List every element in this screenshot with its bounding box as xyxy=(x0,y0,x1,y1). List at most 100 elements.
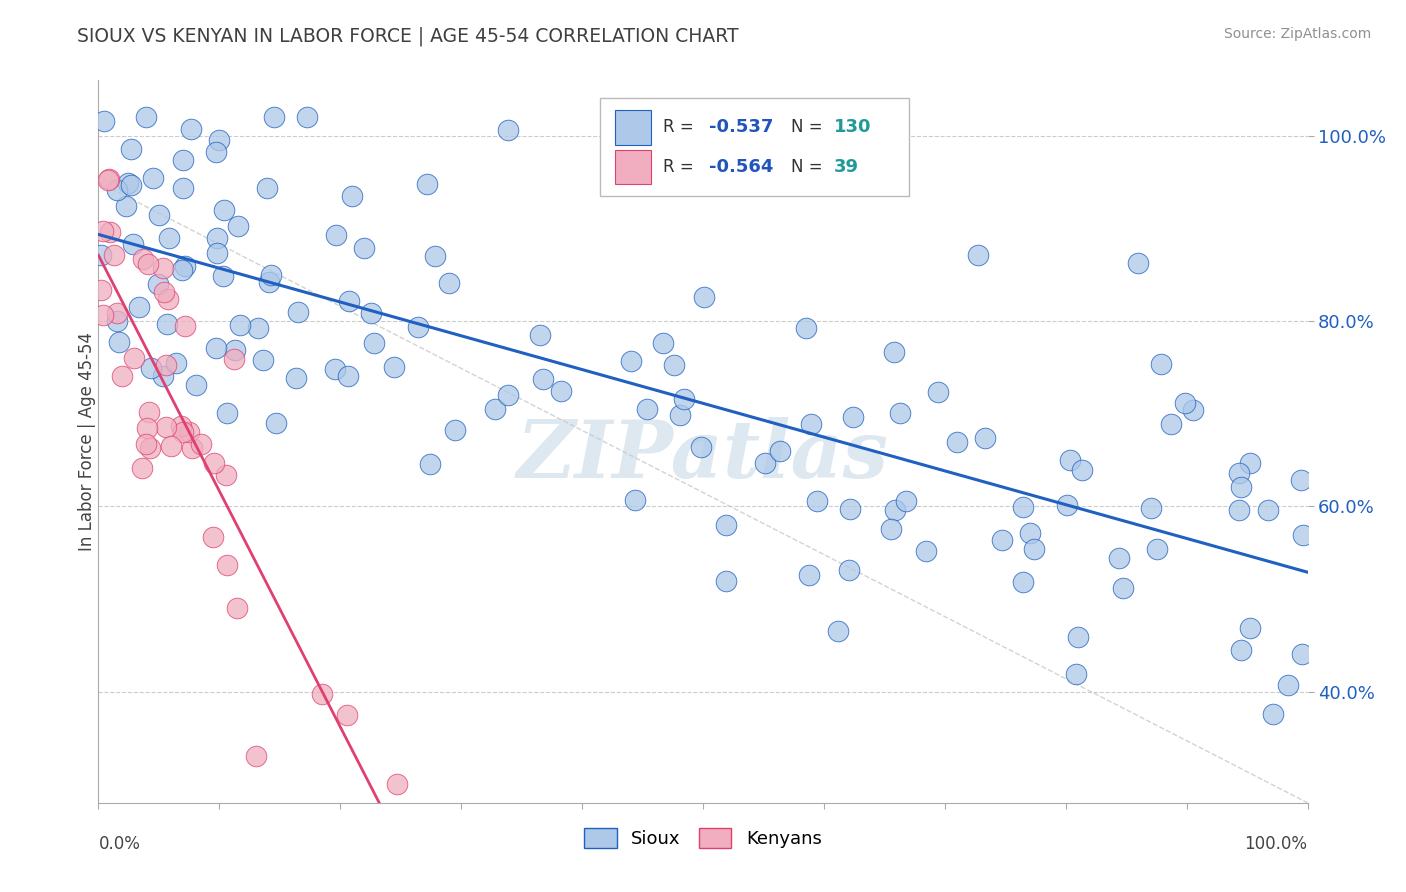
Point xyxy=(122,236,145,251)
Point xyxy=(181,442,204,456)
Point xyxy=(105,306,128,320)
Point xyxy=(651,335,673,350)
Point xyxy=(1018,525,1040,540)
Point xyxy=(406,320,429,334)
Point xyxy=(484,401,506,416)
Bar xyxy=(614,110,651,145)
Point xyxy=(174,318,197,333)
Point xyxy=(914,544,936,558)
Point xyxy=(135,111,157,125)
Point xyxy=(800,417,823,432)
Point xyxy=(100,226,122,240)
Point xyxy=(754,456,776,470)
Point xyxy=(148,208,170,222)
Point xyxy=(669,409,692,423)
Point xyxy=(228,219,250,233)
Point xyxy=(91,308,114,322)
Point xyxy=(1012,574,1035,589)
Point xyxy=(93,113,115,128)
Point xyxy=(157,293,180,307)
Point xyxy=(620,353,643,368)
Text: ZIPatlas: ZIPatlas xyxy=(517,417,889,495)
Point xyxy=(496,123,519,137)
Point xyxy=(172,153,194,167)
Point xyxy=(437,276,460,290)
Point xyxy=(108,334,131,349)
Point xyxy=(769,443,792,458)
Point xyxy=(1239,456,1261,470)
Point xyxy=(889,406,911,420)
Point xyxy=(138,404,160,418)
Point xyxy=(842,410,865,425)
Point xyxy=(90,248,112,262)
Point xyxy=(385,777,408,791)
Point xyxy=(180,121,202,136)
Point xyxy=(135,421,157,435)
Point xyxy=(132,252,155,266)
Point xyxy=(1239,621,1261,635)
Point xyxy=(896,494,918,508)
Point xyxy=(146,277,169,291)
Point xyxy=(693,290,716,304)
Point xyxy=(662,358,685,372)
Point xyxy=(1070,462,1092,476)
Point xyxy=(257,276,280,290)
Point xyxy=(120,142,142,156)
Point xyxy=(496,387,519,401)
Point xyxy=(89,283,111,297)
Bar xyxy=(614,150,651,185)
Point xyxy=(96,172,118,186)
Text: Source: ZipAtlas.com: Source: ZipAtlas.com xyxy=(1223,27,1371,41)
Point xyxy=(217,558,239,572)
Point xyxy=(190,437,212,451)
Text: R =: R = xyxy=(664,119,699,136)
Point xyxy=(111,368,134,383)
Point xyxy=(927,384,949,399)
Point xyxy=(1289,473,1312,487)
Point xyxy=(1229,467,1251,481)
Point xyxy=(1291,647,1313,661)
Point xyxy=(172,181,194,195)
Point xyxy=(128,301,150,315)
Point xyxy=(838,502,860,516)
Point xyxy=(838,563,860,577)
Point xyxy=(131,461,153,475)
Point xyxy=(1257,503,1279,517)
Point xyxy=(252,353,274,368)
Point xyxy=(170,263,193,277)
Point xyxy=(186,378,208,392)
Point xyxy=(263,111,285,125)
Text: -0.537: -0.537 xyxy=(709,119,773,136)
Point xyxy=(1181,402,1204,417)
Text: -0.564: -0.564 xyxy=(709,158,773,176)
Point xyxy=(529,328,551,343)
Point xyxy=(1056,498,1078,512)
Point xyxy=(205,341,228,355)
Point xyxy=(1012,500,1035,514)
Point xyxy=(202,456,225,470)
Point xyxy=(880,522,903,536)
Text: 100.0%: 100.0% xyxy=(1244,835,1308,854)
Point xyxy=(636,402,658,417)
Point xyxy=(165,356,187,370)
Point xyxy=(224,343,246,357)
Point xyxy=(1108,551,1130,566)
Point xyxy=(226,600,249,615)
Point xyxy=(550,384,572,399)
Point xyxy=(152,260,174,275)
Point xyxy=(325,362,347,376)
Point xyxy=(797,568,820,582)
Point xyxy=(716,574,738,588)
Point xyxy=(340,189,363,203)
Point xyxy=(1227,503,1250,517)
Point xyxy=(1064,666,1087,681)
Point xyxy=(172,425,194,439)
Point xyxy=(287,304,309,318)
Point xyxy=(170,418,193,433)
Point xyxy=(382,360,405,375)
Point xyxy=(155,420,177,434)
Point xyxy=(1128,256,1150,270)
Point xyxy=(139,360,162,375)
Point xyxy=(229,318,252,332)
Point xyxy=(105,314,128,328)
